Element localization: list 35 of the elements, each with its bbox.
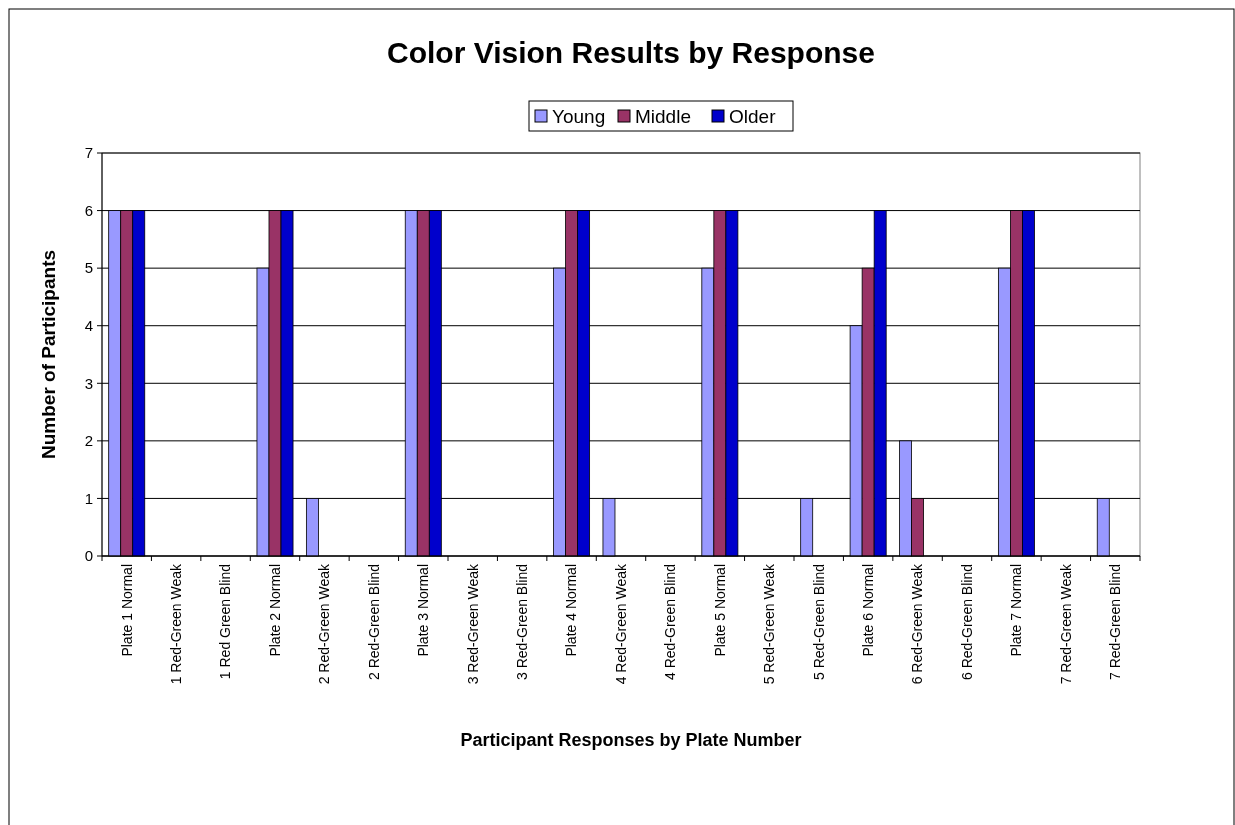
legend-label: Young	[552, 105, 606, 127]
y-tick-label: 1	[84, 489, 93, 507]
x-tick-label: 1 Red-Green Weak	[168, 563, 185, 685]
x-tick-label: Plate 5 Normal	[711, 564, 728, 657]
x-tick-label: 4 Red-Green Blind	[662, 564, 679, 680]
x-tick-label: 2 Red-Green Weak	[316, 563, 333, 685]
x-tick-label: Plate 4 Normal	[563, 564, 580, 657]
y-tick-label: 7	[84, 144, 93, 162]
x-tick-label: 5 Red-Green Weak	[761, 563, 778, 685]
y-tick-label: 4	[84, 316, 93, 334]
y-tick-label: 3	[84, 374, 93, 392]
x-tick-label: 3 Red-Green Weak	[464, 563, 481, 685]
x-tick-label: Plate 3 Normal	[415, 564, 432, 657]
x-tick-label: 3 Red-Green Blind	[514, 564, 531, 680]
x-tick-label: 5 Red-Green Blind	[810, 564, 827, 680]
x-tick-label: Plate 1 Normal	[118, 564, 135, 657]
x-tick-label: Plate 7 Normal	[1008, 564, 1025, 657]
y-tick-label: 2	[84, 432, 93, 450]
y-axis-title: Number of Participants	[38, 249, 59, 460]
x-tick-label: 6 Red-Green Blind	[958, 564, 975, 680]
x-tick-label: Plate 6 Normal	[860, 564, 877, 657]
chart-title: Color Vision Results by Response	[387, 36, 875, 69]
x-axis-title: Participant Responses by Plate Number	[460, 730, 802, 750]
x-tick-label: 6 Red-Green Weak	[909, 563, 926, 685]
legend-label: Middle	[635, 105, 691, 127]
x-tick-label: Plate 2 Normal	[266, 564, 283, 657]
x-tick-label: 1 Red Green Blind	[217, 564, 234, 680]
x-tick-label: 2 Red-Green Blind	[365, 564, 382, 680]
x-tick-label: 7 Red-Green Weak	[1057, 563, 1074, 685]
y-tick-label: 6	[84, 201, 93, 219]
legend-label: Older	[729, 105, 777, 127]
y-tick-label: 0	[84, 547, 93, 565]
x-tick-label: 4 Red-Green Weak	[612, 563, 629, 685]
y-tick-label: 5	[84, 259, 93, 277]
x-tick-label: 7 Red-Green Blind	[1107, 564, 1124, 680]
